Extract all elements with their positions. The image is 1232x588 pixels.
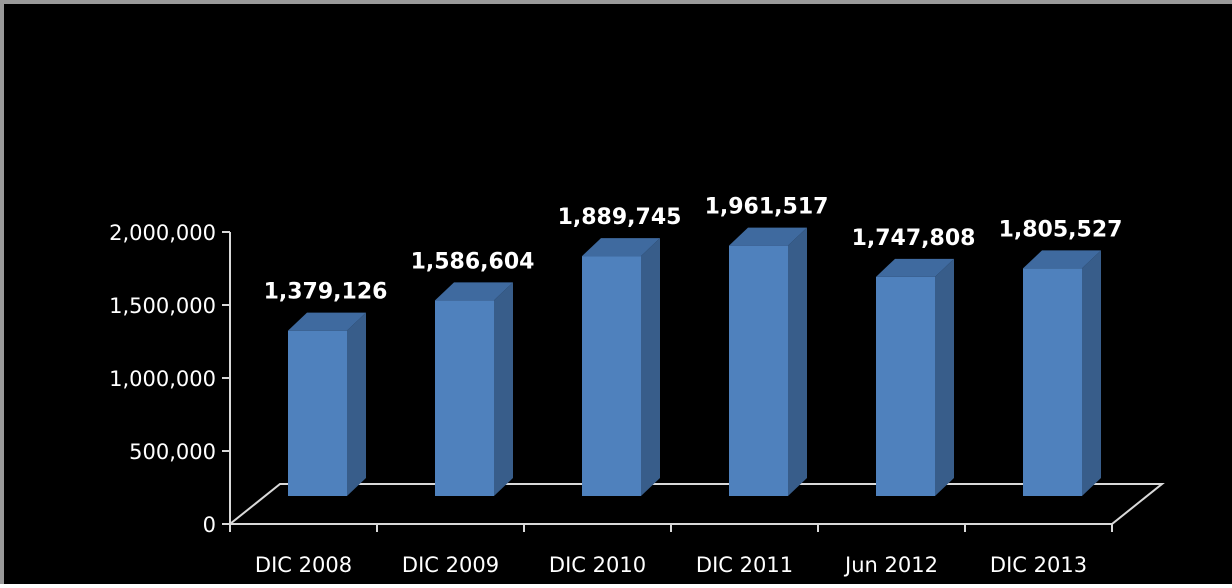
x-tick-label: DIC 2010 <box>549 553 646 577</box>
bar-side <box>935 258 954 496</box>
y-tick-label: 500,000 <box>129 440 216 464</box>
y-tick-label: 1,000,000 <box>109 367 216 391</box>
axes <box>222 231 1165 532</box>
data-label: 1,961,517 <box>705 195 829 220</box>
bar-top <box>876 258 954 277</box>
bar-front <box>876 276 935 496</box>
y-tick-label: 2,000,000 <box>109 221 216 245</box>
bar-top <box>729 227 807 246</box>
y-tick-label: 1,500,000 <box>109 294 216 318</box>
bars <box>288 227 1101 496</box>
bar-top <box>1023 250 1101 269</box>
y-tick-label: 0 <box>203 513 216 537</box>
data-label: 1,805,527 <box>999 217 1123 242</box>
x-tick-label: DIC 2011 <box>696 553 793 577</box>
bar-side <box>641 238 660 496</box>
data-label: 1,379,126 <box>264 280 388 305</box>
data-label: 1,747,808 <box>852 226 976 251</box>
bar-front <box>729 245 788 496</box>
bar <box>288 312 366 496</box>
bar-side <box>494 282 513 496</box>
data-label: 1,586,604 <box>411 249 535 274</box>
bar-side <box>347 312 366 496</box>
bar-front <box>435 300 494 496</box>
bar-front <box>1023 268 1082 496</box>
x-tick-label: DIC 2013 <box>990 553 1087 577</box>
x-tick-label: DIC 2009 <box>402 553 499 577</box>
bar-top <box>582 238 660 257</box>
data-label: 1,889,745 <box>558 205 682 230</box>
bar-top <box>288 312 366 331</box>
labels: 0 500,000 1,000,000 1,500,000 2,000,000 DIC 2… <box>109 195 1122 577</box>
bar-front <box>288 330 347 496</box>
chart-floor <box>227 483 1165 525</box>
bar <box>582 238 660 496</box>
bar-front <box>582 256 641 496</box>
bar <box>1023 250 1101 496</box>
bar <box>729 227 807 496</box>
x-tick-label: DIC 2008 <box>255 553 352 577</box>
x-tick-label: Jun 2012 <box>843 553 938 577</box>
bar-top <box>435 282 513 301</box>
bar <box>435 282 513 496</box>
bar-chart: 0 500,000 1,000,000 1,500,000 2,000,000 DIC 2… <box>109 195 1165 577</box>
bar-side <box>788 227 807 496</box>
bar-side <box>1082 250 1101 496</box>
bar <box>876 258 954 496</box>
